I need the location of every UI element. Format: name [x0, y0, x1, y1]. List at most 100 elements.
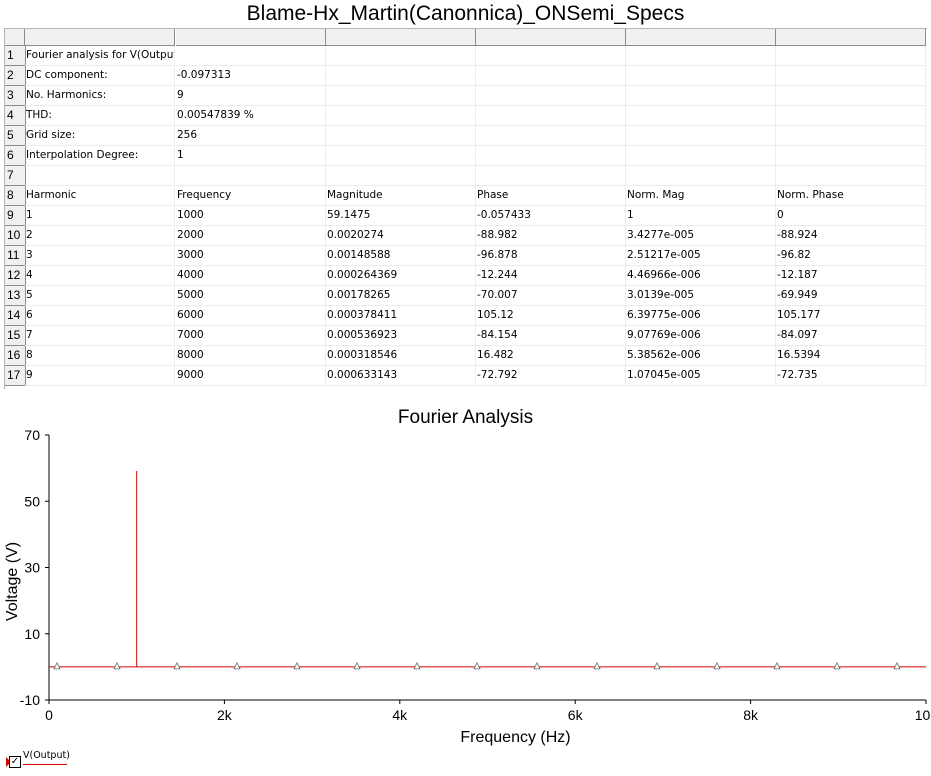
grid-cell[interactable]: 0.00178265 [326, 286, 476, 306]
grid-cell[interactable]: 8 [25, 346, 175, 366]
grid-cell[interactable]: 3000 [176, 246, 326, 266]
grid-cell[interactable]: THD: [25, 106, 175, 126]
grid-cell[interactable] [776, 106, 926, 126]
legend-checkbox[interactable]: ✓ [9, 756, 21, 768]
grid-cell[interactable]: 9 [176, 86, 326, 106]
grid-cell[interactable]: -88.982 [476, 226, 626, 246]
grid-column-header[interactable] [176, 29, 326, 46]
grid-cell[interactable] [25, 166, 175, 186]
grid-cell[interactable]: 105.177 [776, 306, 926, 326]
row-number[interactable]: 7 [5, 166, 26, 186]
grid-cell[interactable] [626, 86, 776, 106]
legend[interactable]: ✓ V(Output) [6, 750, 86, 772]
grid-cell[interactable] [626, 46, 776, 66]
grid-cell[interactable] [776, 166, 926, 186]
grid-cell[interactable]: 0.000378411 [326, 306, 476, 326]
row-number[interactable]: 17 [5, 366, 26, 386]
grid-cell[interactable] [326, 166, 476, 186]
grid-cell[interactable]: 0.000633143 [326, 366, 476, 386]
grid-cell[interactable] [626, 146, 776, 166]
grid-cell[interactable]: 6000 [176, 306, 326, 326]
grid-cell[interactable]: Norm. Mag [626, 186, 776, 206]
grid-cell[interactable]: 1000 [176, 206, 326, 226]
grid-cell[interactable]: Interpolation Degree: [25, 146, 175, 166]
grid-cell[interactable] [326, 106, 476, 126]
grid-cell[interactable]: 16.482 [476, 346, 626, 366]
row-number[interactable]: 14 [5, 306, 26, 326]
grid-cell[interactable]: 105.12 [476, 306, 626, 326]
grid-cell[interactable] [476, 106, 626, 126]
grid-cell[interactable]: -96.82 [776, 246, 926, 266]
grid-cell[interactable]: -12.187 [776, 266, 926, 286]
grid-cell[interactable]: Grid size: [25, 126, 175, 146]
grid-cell[interactable]: 7000 [176, 326, 326, 346]
grid-cell[interactable]: 5.38562e-006 [626, 346, 776, 366]
grid-cell[interactable]: -84.154 [476, 326, 626, 346]
grid-cell[interactable] [776, 146, 926, 166]
grid-cell[interactable] [326, 46, 476, 66]
grid-cell[interactable] [326, 126, 476, 146]
row-number[interactable]: 8 [5, 186, 26, 206]
row-number[interactable]: 3 [5, 86, 26, 106]
grid-cell[interactable]: -72.792 [476, 366, 626, 386]
grid-cell[interactable]: 6 [25, 306, 175, 326]
grid-cell[interactable]: 8000 [176, 346, 326, 366]
grid-cell[interactable]: -96.878 [476, 246, 626, 266]
grid-cell[interactable]: 1.07045e-005 [626, 366, 776, 386]
grid-cell[interactable]: -0.057433 [476, 206, 626, 226]
grid-cell[interactable] [326, 66, 476, 86]
grid-cell[interactable]: -69.949 [776, 286, 926, 306]
grid-cell[interactable]: 3 [25, 246, 175, 266]
row-number[interactable]: 2 [5, 66, 26, 86]
grid-column-header[interactable] [476, 29, 626, 46]
results-grid[interactable]: 1 Fourier analysis for V(Output): 2 DC comp… [4, 28, 927, 389]
grid-cell[interactable] [476, 86, 626, 106]
grid-cell[interactable]: Harmonic [25, 186, 175, 206]
row-number[interactable]: 16 [5, 346, 26, 366]
grid-cell[interactable]: Norm. Phase [776, 186, 926, 206]
row-number[interactable]: 1 [5, 46, 26, 66]
grid-cell[interactable]: 16.5394 [776, 346, 926, 366]
grid-cell[interactable]: 9000 [176, 366, 326, 386]
grid-cell[interactable]: 4 [25, 266, 175, 286]
grid-cell[interactable]: 0.00547839 % [176, 106, 326, 126]
grid-cell[interactable]: 2.51217e-005 [626, 246, 776, 266]
grid-cell[interactable]: 3.4277e-005 [626, 226, 776, 246]
grid-column-header[interactable] [326, 29, 476, 46]
grid-corner[interactable] [5, 29, 25, 46]
grid-cell[interactable]: 9 [25, 366, 175, 386]
grid-cell[interactable]: 4000 [176, 266, 326, 286]
grid-cell[interactable]: 0.0020274 [326, 226, 476, 246]
grid-cell[interactable] [476, 126, 626, 146]
row-number[interactable]: 11 [5, 246, 26, 266]
grid-cell[interactable] [176, 46, 326, 66]
grid-cell[interactable] [776, 86, 926, 106]
grid-cell[interactable]: 59.1475 [326, 206, 476, 226]
grid-cell[interactable]: 6.39775e-006 [626, 306, 776, 326]
grid-cell[interactable]: -88.924 [776, 226, 926, 246]
grid-cell[interactable]: -84.097 [776, 326, 926, 346]
grid-cell[interactable]: Frequency [176, 186, 326, 206]
grid-cell[interactable] [626, 166, 776, 186]
grid-column-header[interactable] [25, 29, 175, 46]
grid-column-header[interactable] [626, 29, 776, 46]
grid-cell[interactable]: -72.735 [776, 366, 926, 386]
grid-cell[interactable] [476, 46, 626, 66]
grid-cell[interactable]: 5 [25, 286, 175, 306]
grid-cell[interactable]: 256 [176, 126, 326, 146]
grid-cell[interactable] [176, 166, 326, 186]
grid-cell[interactable] [626, 106, 776, 126]
grid-cell[interactable] [776, 46, 926, 66]
row-number[interactable]: 4 [5, 106, 26, 126]
grid-cell[interactable]: Magnitude [326, 186, 476, 206]
grid-cell[interactable]: 0.000536923 [326, 326, 476, 346]
grid-cell[interactable]: -12.244 [476, 266, 626, 286]
grid-cell[interactable] [776, 66, 926, 86]
grid-cell[interactable]: 2000 [176, 226, 326, 246]
row-number[interactable]: 6 [5, 146, 26, 166]
row-number[interactable]: 12 [5, 266, 26, 286]
grid-cell[interactable]: 0.000264369 [326, 266, 476, 286]
grid-column-header[interactable] [776, 29, 926, 46]
grid-cell[interactable]: Phase [476, 186, 626, 206]
grid-cell[interactable]: 1 [176, 146, 326, 166]
